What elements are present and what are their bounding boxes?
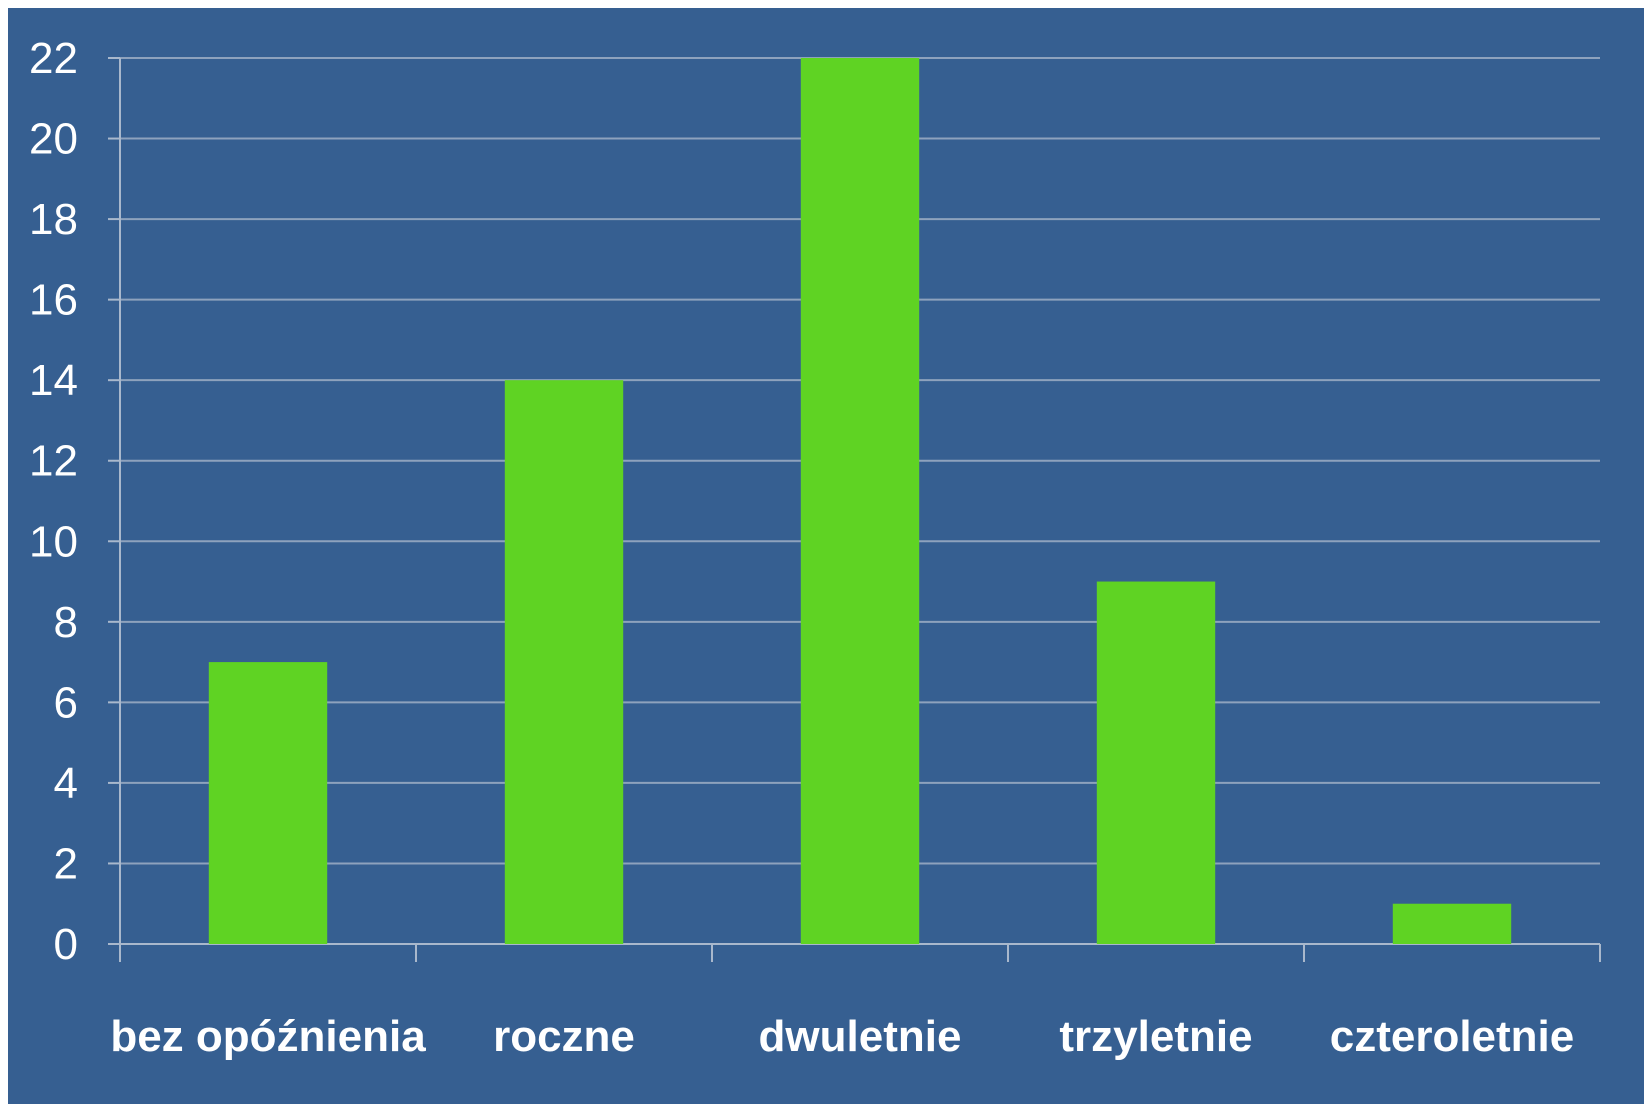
- y-tick-label-10: 10: [29, 517, 78, 566]
- y-tick-label-20: 20: [29, 115, 78, 164]
- y-tick-labels: 0 2 4 6 8 10 12 14 16 18 20 22: [29, 34, 78, 969]
- x-category-label-4: trzyletnie: [1059, 1012, 1252, 1061]
- y-tick-label-18: 18: [29, 195, 78, 244]
- y-tick-label-22: 22: [29, 34, 78, 83]
- bars: [208, 58, 1512, 944]
- y-tick-label-4: 4: [54, 759, 78, 808]
- y-tick-label-2: 2: [54, 839, 78, 888]
- x-category-label-1: bez opóźnienia: [110, 1012, 426, 1061]
- y-tick-label-12: 12: [29, 437, 78, 486]
- chart-container: 0 2 4 6 8 10 12 14 16 18 20 22 bez opóźnienia roczne…: [8, 8, 1644, 1104]
- y-tick-label-16: 16: [29, 276, 78, 325]
- bar-5: [1392, 903, 1512, 944]
- y-tick-label-6: 6: [54, 678, 78, 727]
- x-category-labels: bez opóźnienia roczne dwuletnie trzyletnie c…: [110, 1012, 1574, 1061]
- bar-1: [208, 662, 328, 944]
- x-category-label-5: czteroletnie: [1330, 1012, 1575, 1061]
- x-category-label-2: roczne: [493, 1012, 635, 1061]
- y-tick-label-8: 8: [54, 598, 78, 647]
- bar-chart: 0 2 4 6 8 10 12 14 16 18 20 22 bez opóźnienia roczne…: [8, 8, 1644, 1104]
- y-tick-label-0: 0: [54, 920, 78, 969]
- x-category-label-3: dwuletnie: [759, 1012, 962, 1061]
- bar-2: [504, 380, 624, 944]
- bar-4: [1096, 581, 1216, 944]
- bar-3: [800, 58, 920, 944]
- y-tick-label-14: 14: [29, 356, 78, 405]
